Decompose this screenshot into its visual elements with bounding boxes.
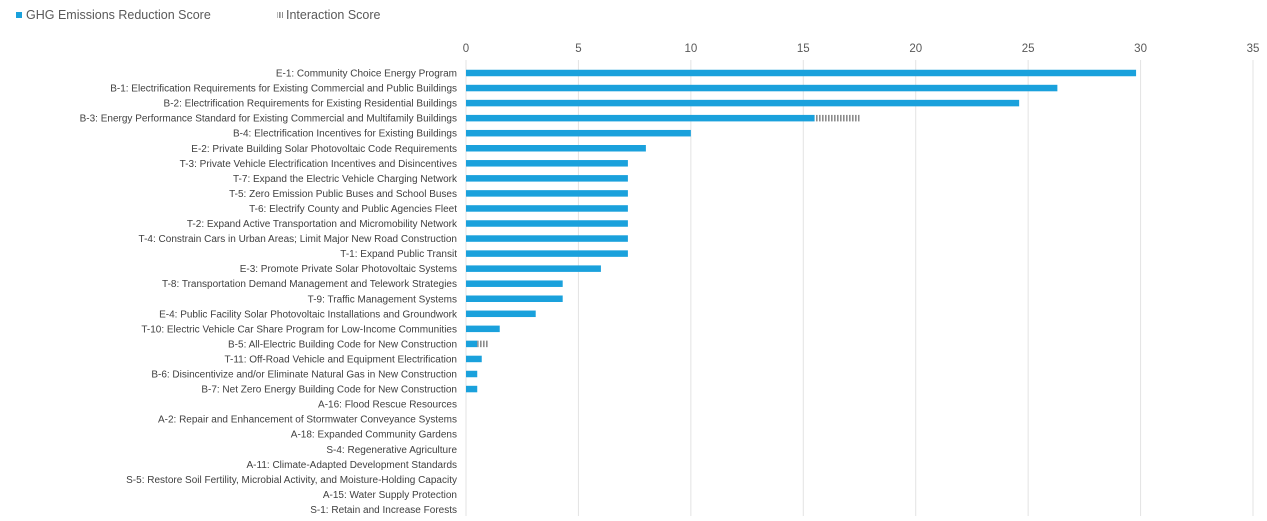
x-tick-label: 25 (1022, 43, 1035, 55)
ghg-score-bar (466, 114, 815, 122)
legend-swatch-interaction (277, 12, 283, 18)
category-label: E-1: Community Choice Energy Program (276, 69, 457, 80)
category-label: B-5: All-Electric Building Code for New … (228, 339, 457, 350)
ghg-score-bar (466, 129, 691, 137)
ghg-score-bar (466, 340, 478, 348)
ghg-score-bar (466, 84, 1058, 92)
x-tick-label: 35 (1247, 43, 1260, 55)
legend: GHG Emissions Reduction Score Interactio… (16, 8, 381, 22)
ghg-score-bar (466, 145, 646, 152)
category-label: T-7: Expand the Electric Vehicle Chargin… (233, 174, 458, 185)
ghg-score-bar (466, 265, 601, 272)
category-label: T-9: Traffic Management Systems (308, 294, 457, 305)
category-label: T-5: Zero Emission Public Buses and Scho… (229, 189, 457, 200)
interaction-score-bar (814, 114, 860, 122)
category-label: B-7: Net Zero Energy Building Code for N… (201, 385, 457, 396)
category-label: A-15: Water Supply Protection (323, 490, 457, 501)
category-label: T-3: Private Vehicle Electrification Inc… (180, 159, 457, 170)
category-label: E-4: Public Facility Solar Photovoltaic … (159, 309, 458, 320)
x-tick-label: 30 (1134, 43, 1147, 55)
ghg-score-bar (466, 295, 563, 302)
category-label: T-10: Electric Vehicle Car Share Program… (141, 324, 457, 335)
ghg-score-bar (466, 310, 536, 318)
category-label: A-11: Climate-Adapted Development Standa… (247, 460, 457, 471)
legend-label-interaction: Interaction Score (286, 8, 381, 22)
x-tick-label: 20 (909, 43, 922, 55)
category-label: A-16: Flood Rescue Resources (318, 400, 457, 411)
category-labels: E-1: Community Choice Energy Program B-1:… (80, 69, 458, 516)
category-label: T-8: Transportation Demand Management an… (162, 279, 457, 290)
ghg-score-bar (466, 220, 628, 227)
category-label: S-1: Retain and Increase Forests (310, 505, 457, 516)
ghg-score-bar (466, 205, 628, 212)
ghg-score-bar (466, 175, 628, 182)
interaction-score-bar (477, 340, 489, 348)
ghg-score-bar (466, 99, 1020, 107)
legend-label-ghg: GHG Emissions Reduction Score (26, 8, 211, 22)
ghg-score-bar (466, 250, 628, 257)
category-label: A-18: Expanded Community Gardens (291, 430, 457, 441)
gridlines (465, 60, 1254, 516)
category-label: T-11: Off-Road Vehicle and Equipment Ele… (224, 354, 457, 365)
category-label: T-6: Electrify County and Public Agencie… (249, 204, 457, 215)
category-label: A-2: Repair and Enhancement of Stormwate… (158, 415, 457, 426)
category-label: B-3: Energy Performance Standard for Exi… (80, 114, 457, 125)
ghg-score-bar (466, 385, 478, 393)
x-axis-ticks: 0 5 10 15 20 25 30 35 (463, 43, 1260, 55)
x-tick-label: 5 (575, 43, 581, 55)
category-label: B-1: Electrification Requirements for Ex… (110, 84, 457, 95)
category-label: E-3: Promote Private Solar Photovoltaic … (240, 264, 457, 275)
x-tick-label: 10 (684, 43, 697, 55)
category-label: T-4: Constrain Cars in Urban Areas; Limi… (139, 234, 457, 245)
category-label: T-2: Expand Active Transportation and Mi… (187, 219, 458, 230)
category-label: E-2: Private Building Solar Photovoltaic… (191, 144, 457, 155)
ghg-score-bar (466, 370, 478, 378)
legend-swatch-ghg (16, 12, 22, 18)
ghg-score-bar (466, 160, 628, 167)
category-label: S-5: Restore Soil Fertility, Microbial A… (126, 475, 457, 486)
ghg-score-bar (466, 280, 563, 287)
x-tick-label: 15 (797, 43, 810, 55)
bars (466, 69, 1137, 393)
category-label: S-4: Regenerative Agriculture (326, 445, 457, 456)
category-label: B-4: Electrification Incentives for Exis… (233, 129, 457, 140)
category-label: T-1: Expand Public Transit (340, 249, 457, 260)
ghg-score-bar (466, 325, 500, 333)
ghg-score-bar (466, 69, 1137, 77)
x-tick-label: 0 (463, 43, 469, 55)
ghg-score-bar (466, 355, 482, 363)
category-label: B-2: Electrification Requirements for Ex… (164, 99, 457, 110)
category-label: B-6: Disincentivize and/or Eliminate Nat… (151, 370, 457, 381)
ghg-score-bar (466, 190, 628, 197)
ghg-score-bar (466, 235, 628, 242)
